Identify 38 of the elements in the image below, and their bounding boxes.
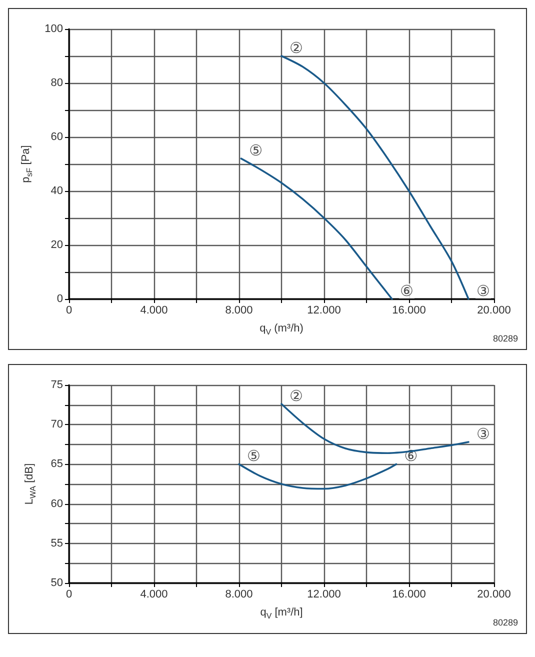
annotation: ② — [290, 387, 303, 406]
line-series — [280, 55, 470, 300]
y-tick-label: 20 — [50, 239, 63, 251]
x-tick-label: 16.000 — [392, 304, 426, 316]
x-tick-label: 20.000 — [477, 304, 511, 316]
y-tick-label: 80 — [50, 77, 63, 89]
y-axis-title: psF [Pa] — [20, 145, 34, 183]
y-tick-label: 40 — [50, 185, 63, 197]
y-tick-label: 60 — [50, 498, 63, 510]
x-tick-label: 0 — [66, 304, 72, 316]
y-axis-title: LWA [dB] — [24, 463, 38, 505]
x-tick-label: 4.000 — [140, 588, 168, 600]
y-tick-label: 75 — [50, 379, 63, 391]
line-series — [238, 463, 398, 490]
y-tick-label: 0 — [56, 293, 63, 305]
annotation: ③ — [476, 425, 490, 444]
x-tick-label: 16.000 — [392, 588, 426, 600]
x-tick-label: 0 — [66, 588, 72, 600]
line-series — [240, 158, 393, 300]
y-tick-label: 65 — [50, 458, 63, 470]
x-tick-label: 8.000 — [225, 588, 253, 600]
x-tick-label: 20.000 — [477, 588, 511, 600]
x-tick-label: 8.000 — [225, 304, 253, 316]
y-tick-label: 100 — [44, 23, 63, 35]
annotation: ⑥ — [400, 282, 414, 300]
y-tick-label: 50 — [50, 577, 63, 589]
text: 80289 — [492, 618, 518, 628]
annotation: ② — [290, 39, 303, 57]
y-tick-label: 60 — [50, 131, 63, 143]
y-tick-label: 55 — [50, 537, 63, 550]
text: 80289 — [492, 334, 518, 344]
x-tick-label: 12.000 — [307, 304, 341, 316]
annotation: ③ — [476, 282, 490, 300]
x-tick-label: 12.000 — [307, 588, 341, 600]
annotation: ⑤ — [247, 447, 260, 466]
x-tick-label: 4.000 — [140, 304, 168, 316]
annotation: ⑤ — [249, 142, 263, 160]
y-tick-label: 70 — [50, 418, 63, 431]
